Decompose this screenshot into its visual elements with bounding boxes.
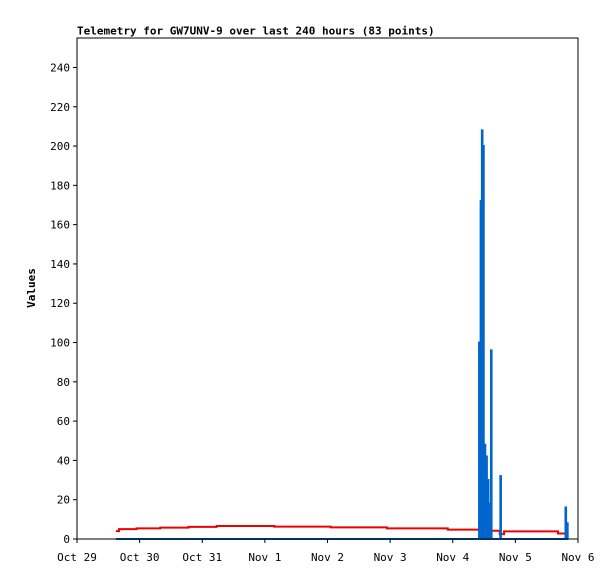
y-tick-label: 0 (63, 533, 70, 546)
x-tick-label: Oct 29 (57, 551, 97, 564)
y-tick-label: 40 (57, 454, 70, 467)
x-tick-label: Nov 5 (499, 551, 532, 564)
x-tick-label: Nov 6 (561, 551, 594, 564)
series-line-2 (115, 129, 569, 540)
x-tick-label: Oct 31 (182, 551, 222, 564)
y-tick-label: 200 (50, 140, 70, 153)
y-tick-label: 100 (50, 337, 70, 350)
plot-frame (76, 37, 579, 540)
y-tick-label: 80 (57, 376, 70, 389)
y-axis-label: Values (25, 268, 38, 308)
chart-title: Telemetry for GW7UNV-9 over last 240 hou… (77, 25, 435, 38)
plot-area (115, 129, 569, 540)
y-tick-label: 120 (50, 297, 70, 310)
x-tick-label: Nov 3 (374, 551, 407, 564)
y-tick-label: 180 (50, 179, 70, 192)
x-tick-label: Nov 4 (436, 551, 469, 564)
y-tick-label: 160 (50, 219, 70, 232)
y-tick-label: 20 (57, 494, 70, 507)
y-tick-label: 240 (50, 61, 70, 74)
series-line-1 (115, 525, 567, 536)
x-tick-label: Nov 2 (311, 551, 344, 564)
y-tick-label: 140 (50, 258, 70, 271)
y-tick-label: 60 (57, 415, 70, 428)
x-tick-label: Nov 1 (248, 551, 281, 564)
axes: 0 20 40 60 80 100 120 140 160 180 200 220 240 Oct 29 O… (50, 37, 595, 564)
x-tick-label: Oct 30 (120, 551, 160, 564)
y-tick-label: 220 (50, 101, 70, 114)
